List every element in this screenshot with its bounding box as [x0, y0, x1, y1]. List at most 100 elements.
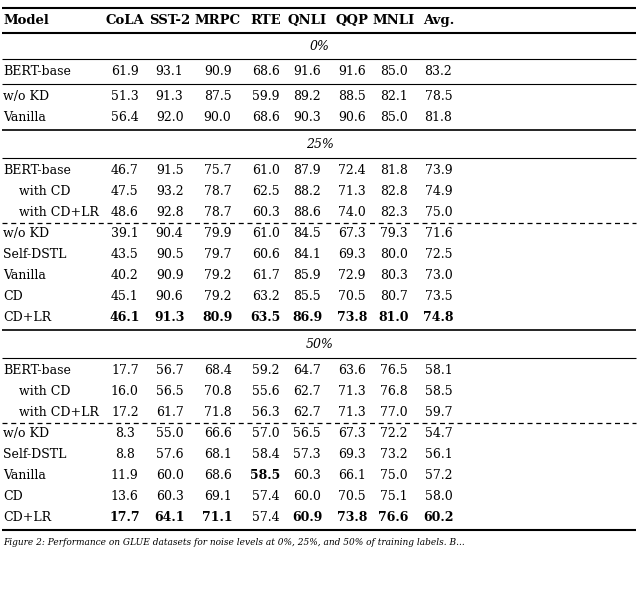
- Text: Avg.: Avg.: [422, 14, 454, 27]
- Text: 72.9: 72.9: [339, 269, 365, 282]
- Text: CD+LR: CD+LR: [3, 511, 51, 524]
- Text: 91.3: 91.3: [156, 90, 184, 103]
- Text: MRPC: MRPC: [195, 14, 241, 27]
- Text: CoLA: CoLA: [106, 14, 144, 27]
- Text: 91.6: 91.6: [338, 65, 366, 78]
- Text: 17.7: 17.7: [109, 511, 140, 524]
- Text: CD+LR: CD+LR: [3, 311, 51, 324]
- Text: 58.5: 58.5: [424, 385, 452, 398]
- Text: 60.9: 60.9: [292, 511, 323, 524]
- Text: 48.6: 48.6: [111, 206, 139, 219]
- Text: 72.4: 72.4: [338, 164, 366, 177]
- Text: BERT-base: BERT-base: [3, 364, 71, 377]
- Text: 58.0: 58.0: [424, 490, 452, 503]
- Text: Vanilla: Vanilla: [3, 111, 46, 124]
- Text: 84.1: 84.1: [293, 248, 321, 261]
- Text: 91.3: 91.3: [154, 311, 185, 324]
- Text: w/o KD: w/o KD: [3, 90, 49, 103]
- Text: 11.9: 11.9: [111, 469, 139, 482]
- Text: with CD+LR: with CD+LR: [3, 406, 99, 419]
- Text: 75.7: 75.7: [204, 164, 231, 177]
- Text: 60.3: 60.3: [293, 469, 321, 482]
- Text: 90.9: 90.9: [204, 65, 232, 78]
- Text: Figure 2: Performance on GLUE datasets for noise levels at 0%, 25%, and 50% of t: Figure 2: Performance on GLUE datasets f…: [3, 538, 465, 547]
- Text: 70.5: 70.5: [338, 490, 366, 503]
- Text: 73.0: 73.0: [424, 269, 452, 282]
- Text: 43.5: 43.5: [111, 248, 139, 261]
- Text: 69.3: 69.3: [338, 248, 366, 261]
- Text: 58.1: 58.1: [424, 364, 452, 377]
- Text: 88.2: 88.2: [293, 185, 321, 198]
- Text: 91.6: 91.6: [293, 65, 321, 78]
- Text: 60.3: 60.3: [252, 206, 280, 219]
- Text: 16.0: 16.0: [111, 385, 139, 398]
- Text: 8.3: 8.3: [115, 427, 135, 440]
- Text: Model: Model: [3, 14, 49, 27]
- Text: 70.8: 70.8: [204, 385, 232, 398]
- Text: 81.8: 81.8: [424, 111, 452, 124]
- Text: 87.9: 87.9: [293, 164, 321, 177]
- Text: 72.5: 72.5: [425, 248, 452, 261]
- Text: 80.9: 80.9: [202, 311, 233, 324]
- Text: 77.0: 77.0: [380, 406, 408, 419]
- Text: 76.6: 76.6: [378, 511, 409, 524]
- Text: 60.6: 60.6: [252, 248, 280, 261]
- Text: 50%: 50%: [306, 339, 334, 352]
- Text: Self-DSTL: Self-DSTL: [3, 248, 67, 261]
- Text: 57.4: 57.4: [252, 511, 280, 524]
- Text: 47.5: 47.5: [111, 185, 139, 198]
- Text: 61.0: 61.0: [252, 227, 280, 240]
- Text: 79.3: 79.3: [380, 227, 408, 240]
- Text: 63.5: 63.5: [250, 311, 281, 324]
- Text: 90.9: 90.9: [156, 269, 184, 282]
- Text: QNLI: QNLI: [287, 14, 327, 27]
- Text: 90.5: 90.5: [156, 248, 184, 261]
- Text: 0%: 0%: [310, 40, 330, 53]
- Text: 55.0: 55.0: [156, 427, 184, 440]
- Text: 86.9: 86.9: [292, 311, 323, 324]
- Text: 59.2: 59.2: [252, 364, 279, 377]
- Text: 87.5: 87.5: [204, 90, 232, 103]
- Text: 56.5: 56.5: [156, 385, 184, 398]
- Text: 57.2: 57.2: [425, 469, 452, 482]
- Text: 81.8: 81.8: [380, 164, 408, 177]
- Text: 91.5: 91.5: [156, 164, 184, 177]
- Text: Vanilla: Vanilla: [3, 469, 46, 482]
- Text: 72.2: 72.2: [380, 427, 407, 440]
- Text: 93.2: 93.2: [156, 185, 184, 198]
- Text: w/o KD: w/o KD: [3, 427, 49, 440]
- Text: BERT-base: BERT-base: [3, 164, 71, 177]
- Text: 85.0: 85.0: [380, 111, 408, 124]
- Text: with CD: with CD: [3, 185, 70, 198]
- Text: 67.3: 67.3: [338, 427, 366, 440]
- Text: 71.3: 71.3: [338, 385, 366, 398]
- Text: 56.7: 56.7: [156, 364, 184, 377]
- Text: 71.6: 71.6: [424, 227, 452, 240]
- Text: 75.0: 75.0: [424, 206, 452, 219]
- Text: 89.2: 89.2: [293, 90, 321, 103]
- Text: 79.2: 79.2: [204, 269, 231, 282]
- Text: 40.2: 40.2: [111, 269, 139, 282]
- Text: 75.0: 75.0: [380, 469, 408, 482]
- Text: 85.5: 85.5: [293, 290, 321, 303]
- Text: 45.1: 45.1: [111, 290, 139, 303]
- Text: CD: CD: [3, 290, 23, 303]
- Text: 56.5: 56.5: [293, 427, 321, 440]
- Text: 82.3: 82.3: [380, 206, 408, 219]
- Text: 71.3: 71.3: [338, 406, 366, 419]
- Text: 71.8: 71.8: [204, 406, 232, 419]
- Text: 57.4: 57.4: [252, 490, 280, 503]
- Text: 46.7: 46.7: [111, 164, 139, 177]
- Text: 66.6: 66.6: [204, 427, 232, 440]
- Text: BERT-base: BERT-base: [3, 65, 71, 78]
- Text: 56.4: 56.4: [111, 111, 139, 124]
- Text: 57.0: 57.0: [252, 427, 280, 440]
- Text: 85.9: 85.9: [293, 269, 321, 282]
- Text: 73.9: 73.9: [424, 164, 452, 177]
- Text: 92.0: 92.0: [156, 111, 184, 124]
- Text: 92.8: 92.8: [156, 206, 184, 219]
- Text: 55.6: 55.6: [252, 385, 280, 398]
- Text: 82.8: 82.8: [380, 185, 408, 198]
- Text: 90.6: 90.6: [156, 290, 184, 303]
- Text: with CD: with CD: [3, 385, 70, 398]
